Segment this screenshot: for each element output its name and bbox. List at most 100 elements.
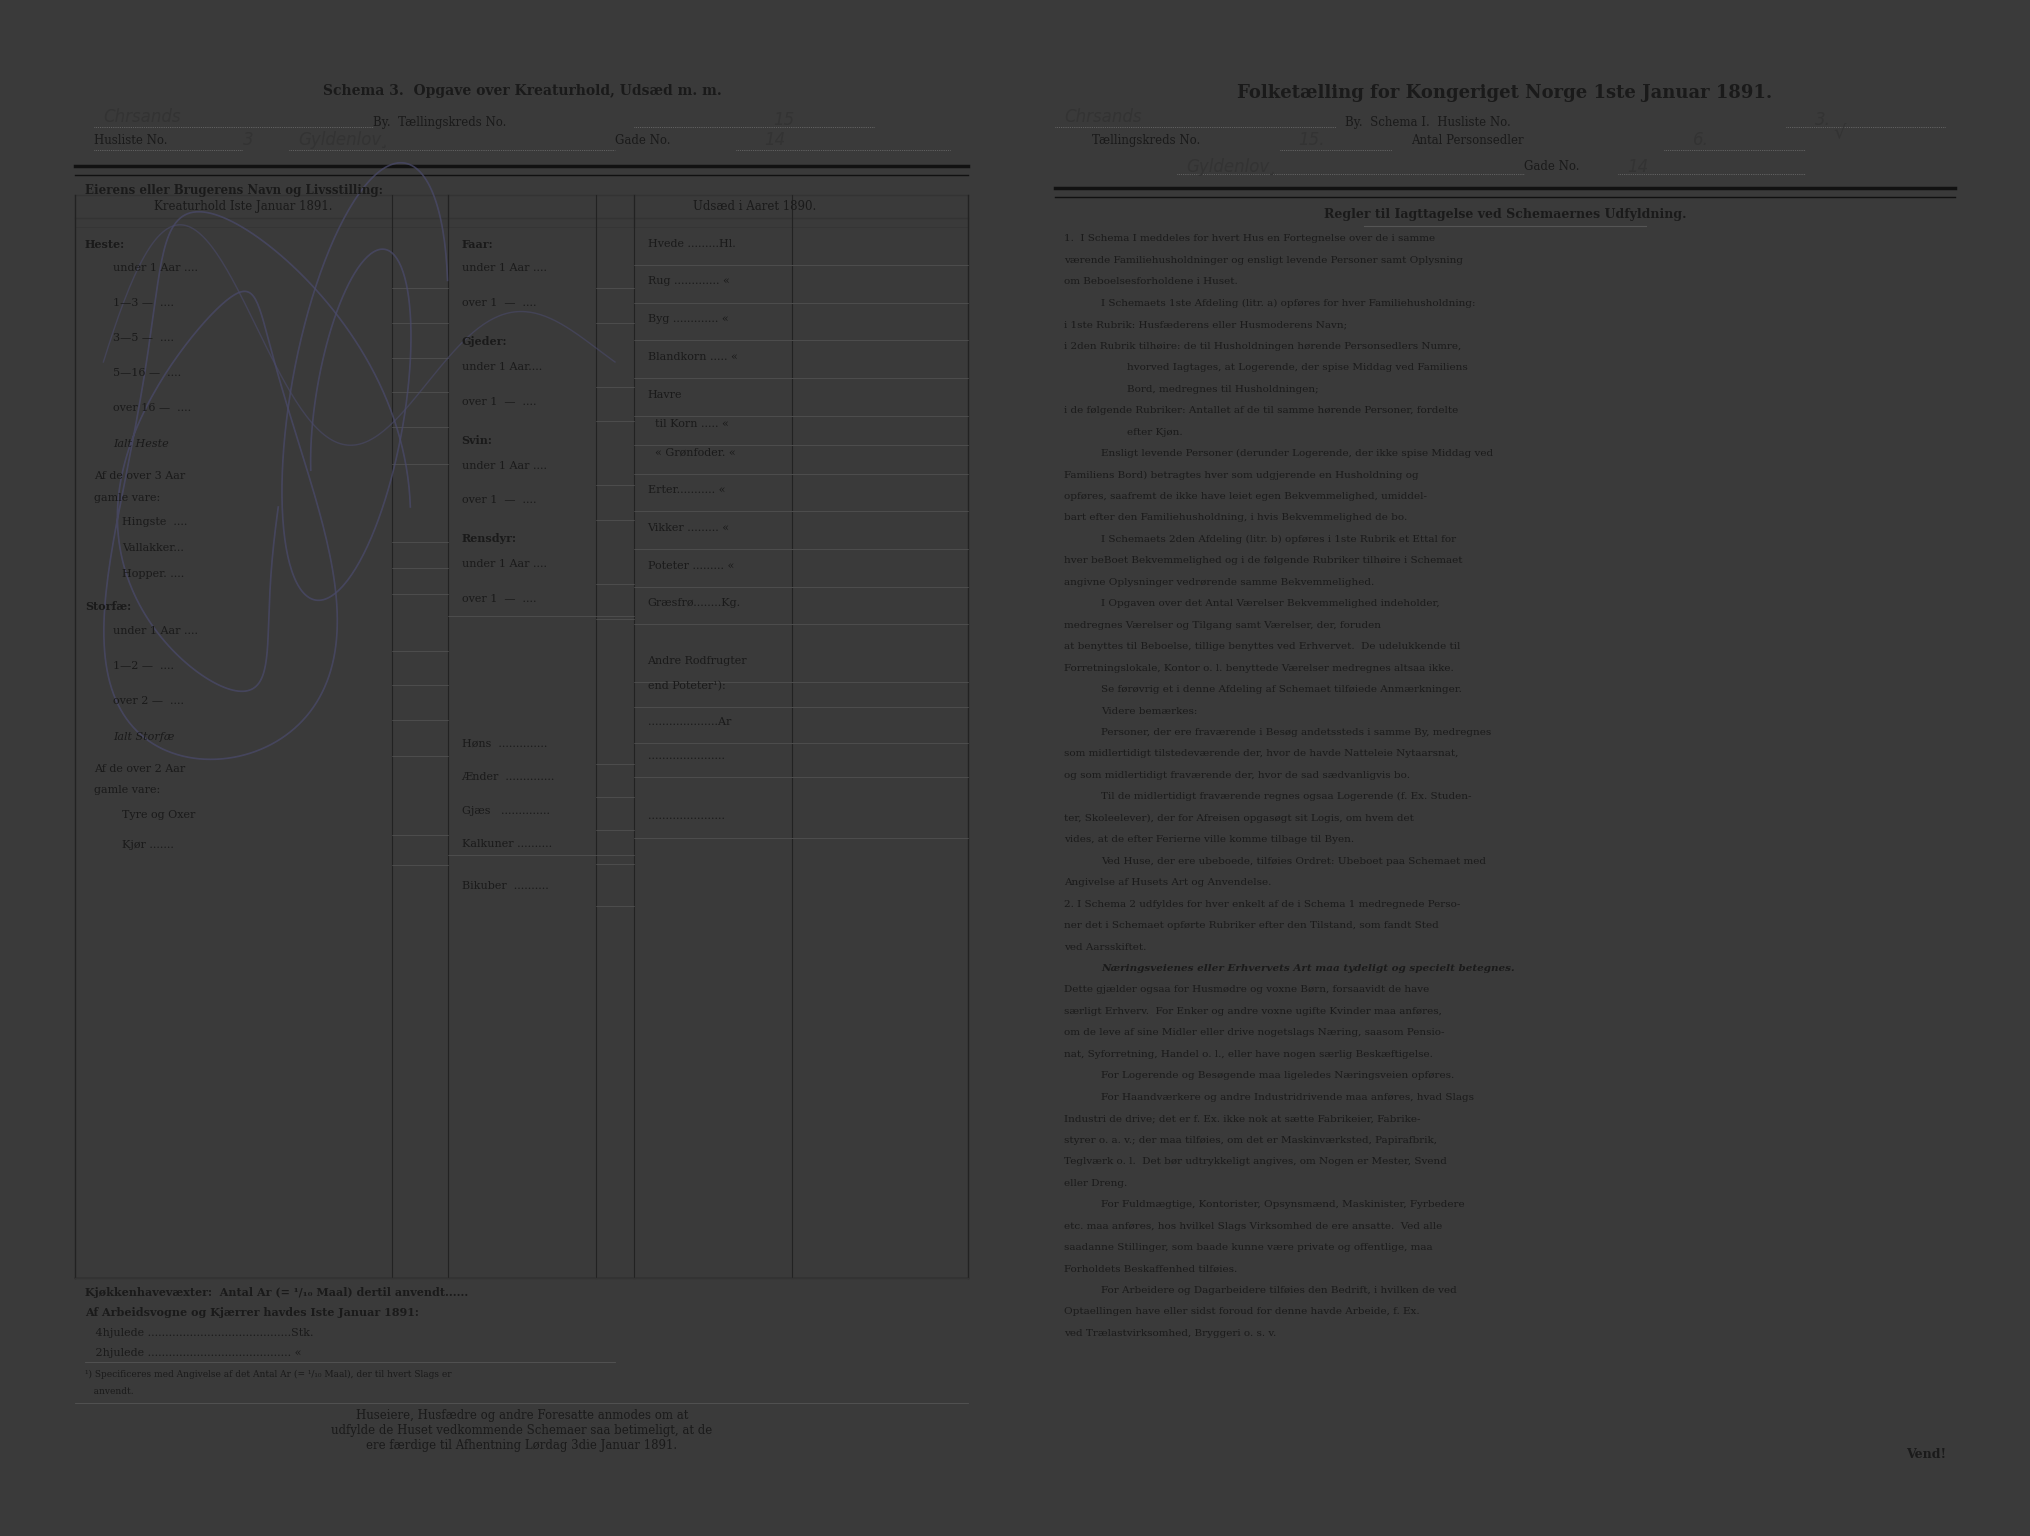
Text: ved Aarsskiftet.: ved Aarsskiftet. [1064, 943, 1145, 952]
Text: under 1 Aar ....: under 1 Aar .... [112, 625, 197, 636]
Text: Faar:: Faar: [461, 238, 493, 250]
Text: Heste:: Heste: [85, 238, 124, 250]
Text: ner det i Schemaet opførte Rubriker efter den Tilstand, som fandt Sted: ner det i Schemaet opførte Rubriker efte… [1064, 922, 1437, 931]
Text: Til de midlertidigt fraværende regnes ogsaa Logerende (f. Ex. Studen-: Til de midlertidigt fraværende regnes og… [1100, 793, 1472, 802]
Text: Forholdets Beskaffenhed tilføies.: Forholdets Beskaffenhed tilføies. [1064, 1264, 1236, 1273]
Text: at benyttes til Beboelse, tillige benyttes ved Erhvervet.  De udelukkende til: at benyttes til Beboelse, tillige benytt… [1064, 642, 1460, 651]
Text: Vend!: Vend! [1904, 1448, 1945, 1461]
Text: Huseiere, Husfædre og andre Foresatte anmodes om at
udfylde de Huset vedkommende: Huseiere, Husfædre og andre Foresatte an… [331, 1409, 713, 1452]
Text: Teglværk o. l.  Det bør udtrykkeligt angives, om Nogen er Mester, Svend: Teglværk o. l. Det bør udtrykkeligt angi… [1064, 1157, 1445, 1166]
Text: eller Dreng.: eller Dreng. [1064, 1178, 1127, 1187]
Text: ....................Ar: ....................Ar [648, 717, 731, 727]
Text: over 16 —  ....: over 16 — .... [112, 402, 191, 413]
Text: Angivelse af Husets Art og Anvendelse.: Angivelse af Husets Art og Anvendelse. [1064, 879, 1271, 888]
Text: Optaellingen have eller sidst foroud for denne havde Arbeide, f. Ex.: Optaellingen have eller sidst foroud for… [1064, 1307, 1419, 1316]
Text: 15.: 15. [1297, 132, 1324, 149]
Text: Storfæ:: Storfæ: [85, 601, 130, 613]
Text: Hvede .........Hl.: Hvede .........Hl. [648, 238, 735, 249]
Text: 2hjulede ......................................... «: 2hjulede ...............................… [85, 1349, 300, 1358]
Text: Vallakker...: Vallakker... [122, 544, 185, 553]
Text: Gyldenlov¸: Gyldenlov¸ [1186, 158, 1277, 175]
Text: Ensligt levende Personer (derunder Logerende, der ikke spise Middag ved: Ensligt levende Personer (derunder Loger… [1100, 449, 1492, 458]
Text: Næringsveienes eller Erhvervets Art maa tydeligt og specielt betegnes.: Næringsveienes eller Erhvervets Art maa … [1100, 965, 1514, 972]
Text: til Korn ..... «: til Korn ..... « [648, 418, 729, 429]
Text: 14: 14 [763, 132, 786, 149]
Text: ved Trælastvirksomhed, Bryggeri o. s. v.: ved Trælastvirksomhed, Bryggeri o. s. v. [1064, 1329, 1275, 1338]
Text: 1—3 —  ....: 1—3 — .... [112, 298, 175, 309]
Text: Antal Personsedler: Antal Personsedler [1411, 134, 1522, 147]
Text: Chrsands: Chrsands [104, 108, 181, 126]
Text: Ænder  ..............: Ænder .............. [461, 773, 554, 782]
Text: bart efter den Familiehusholdning, i hvis Bekvemmelighed de bo.: bart efter den Familiehusholdning, i hvi… [1064, 513, 1407, 522]
Text: over 1  —  ....: over 1 — .... [461, 496, 536, 505]
Text: « Grønfoder. «: « Grønfoder. « [648, 447, 735, 458]
Text: nat, Syforretning, Handel o. l., eller have nogen særlig Beskæftigelse.: nat, Syforretning, Handel o. l., eller h… [1064, 1051, 1431, 1058]
Text: Høns  ..............: Høns .............. [461, 739, 546, 750]
Text: ......................: ...................... [648, 811, 725, 822]
Text: ¹) Specificeres med Angivelse af det Antal Ar (= ¹/₁₀ Maal), der til hvert Slags: ¹) Specificeres med Angivelse af det Ant… [85, 1370, 451, 1379]
Text: særligt Erhverv.  For Enker og andre voxne ugifte Kvinder maa anføres,: særligt Erhverv. For Enker og andre voxn… [1064, 1008, 1441, 1015]
Text: Hingste  ....: Hingste .... [122, 518, 187, 527]
Text: vides, at de efter Ferierne ville komme tilbage til Byen.: vides, at de efter Ferierne ville komme … [1064, 836, 1354, 845]
Text: For Fuldmægtige, Kontorister, Opsynsmænd, Maskinister, Fyrbedere: For Fuldmægtige, Kontorister, Opsynsmænd… [1100, 1200, 1464, 1209]
Text: 3—5 —  ....: 3—5 — .... [112, 333, 175, 343]
Text: end Poteter¹):: end Poteter¹): [648, 680, 725, 691]
Text: I Opgaven over det Antal Værelser Bekvemmelighed indeholder,: I Opgaven over det Antal Værelser Bekvem… [1100, 599, 1439, 608]
Text: Forretningslokale, Kontor o. l. benyttede Værelser medregnes altsaa ikke.: Forretningslokale, Kontor o. l. benytted… [1064, 664, 1453, 673]
Text: Eierens eller Brugerens Navn og Livsstilling:: Eierens eller Brugerens Navn og Livsstil… [85, 184, 382, 197]
Text: Af de over 3 Aar: Af de over 3 Aar [93, 470, 185, 481]
Text: efter Kjøn.: efter Kjøn. [1127, 427, 1181, 436]
Text: i 2den Rubrik tilhøire: de til Husholdningen hørende Personsedlers Numre,: i 2den Rubrik tilhøire: de til Husholdni… [1064, 341, 1460, 350]
Text: etc. maa anføres, hos hvilkel Slags Virksomhed de ere ansatte.  Ved alle: etc. maa anføres, hos hvilkel Slags Virk… [1064, 1221, 1441, 1230]
Text: under 1 Aar....: under 1 Aar.... [461, 362, 542, 372]
Text: værende Familiehusholdninger og ensligt levende Personer samt Oplysning: værende Familiehusholdninger og ensligt … [1064, 257, 1462, 264]
Text: i 1ste Rubrik: Husfæderens eller Husmoderens Navn;: i 1ste Rubrik: Husfæderens eller Husmode… [1064, 319, 1346, 329]
Text: ter, Skoleelever), der for Afreisen opgasøgt sit Logis, om hvem det: ter, Skoleelever), der for Afreisen opga… [1064, 814, 1413, 823]
Text: Gjæs   ..............: Gjæs .............. [461, 806, 550, 816]
Text: Gade No.: Gade No. [1522, 160, 1579, 174]
Text: Ved Huse, der ere ubeboede, tilføies Ordret: Ubeboet paa Schemaet med: Ved Huse, der ere ubeboede, tilføies Ord… [1100, 857, 1486, 866]
Text: Industri de drive; det er f. Ex. ikke nok at sætte Fabrikeier, Fabrike-: Industri de drive; det er f. Ex. ikke no… [1064, 1114, 1419, 1123]
Text: Poteter ......... «: Poteter ......... « [648, 561, 733, 571]
Text: opføres, saafremt de ikke have leiet egen Bekvemmelighed, umiddel-: opføres, saafremt de ikke have leiet ege… [1064, 492, 1427, 501]
Text: styrer o. a. v.; der maa tilføies, om det er Maskinværksted, Papirafbrik,: styrer o. a. v.; der maa tilføies, om de… [1064, 1135, 1437, 1144]
Text: Regler til Iagttagelse ved Schemaernes Udfyldning.: Regler til Iagttagelse ved Schemaernes U… [1324, 209, 1685, 221]
Text: Personer, der ere fraværende i Besøg andetssteds i samme By, medregnes: Personer, der ere fraværende i Besøg and… [1100, 728, 1490, 737]
Text: Havre: Havre [648, 390, 682, 399]
Text: Rensdyr:: Rensdyr: [461, 533, 516, 544]
Text: Videre bemærkes:: Videre bemærkes: [1100, 707, 1198, 716]
Text: Ialt Heste: Ialt Heste [112, 439, 168, 449]
Text: Rug ............. «: Rug ............. « [648, 276, 729, 286]
Text: ......................: ...................... [648, 751, 725, 760]
Text: Kalkuner ..........: Kalkuner .......... [461, 839, 552, 849]
Text: hvorved Iagtages, at Logerende, der spise Middag ved Familiens: hvorved Iagtages, at Logerende, der spis… [1127, 362, 1466, 372]
Text: over 1  —  ....: over 1 — .... [461, 594, 536, 604]
Text: Gjeder:: Gjeder: [461, 336, 508, 347]
Text: under 1 Aar ....: under 1 Aar .... [112, 263, 197, 273]
Text: Husliste No.: Husliste No. [93, 134, 168, 147]
Text: Gyldenlov¸: Gyldenlov¸ [298, 132, 390, 149]
Text: 1.  I Schema I meddeles for hvert Hus en Fortegnelse over de i samme: 1. I Schema I meddeles for hvert Hus en … [1064, 235, 1435, 243]
Text: og som midlertidigt fraværende der, hvor de sad sædvanligvis bo.: og som midlertidigt fraværende der, hvor… [1064, 771, 1409, 780]
Text: 3.: 3. [1813, 111, 1829, 129]
Text: 3: 3 [244, 132, 254, 149]
Text: Vikker ......... «: Vikker ......... « [648, 522, 729, 533]
Text: over 2 —  ....: over 2 — .... [112, 696, 183, 705]
Text: 5—16 —  ....: 5—16 — .... [112, 367, 181, 378]
Text: 2. I Schema 2 udfyldes for hver enkelt af de i Schema 1 medregnede Perso-: 2. I Schema 2 udfyldes for hver enkelt a… [1064, 900, 1460, 909]
Text: Bord, medregnes til Husholdningen;: Bord, medregnes til Husholdningen; [1127, 384, 1317, 393]
Text: gamle vare:: gamle vare: [93, 785, 160, 796]
Text: Hopper. ....: Hopper. .... [122, 570, 185, 579]
Text: Af Arbeidsvogne og Kjærrer havdes Iste Januar 1891:: Af Arbeidsvogne og Kjærrer havdes Iste J… [85, 1307, 418, 1318]
Text: Kreaturhold Iste Januar 1891.: Kreaturhold Iste Januar 1891. [154, 200, 333, 212]
Text: Græsfrø........Kg.: Græsfrø........Kg. [648, 599, 741, 608]
Text: medregnes Værelser og Tilgang samt Værelser, der, foruden: medregnes Værelser og Tilgang samt Værel… [1064, 621, 1380, 630]
Text: under 1 Aar ....: under 1 Aar .... [461, 461, 546, 470]
Text: Ialt Storfæ: Ialt Storfæ [112, 731, 175, 742]
Text: For Arbeidere og Dagarbeidere tilføies den Bedrift, i hvilken de ved: For Arbeidere og Dagarbeidere tilføies d… [1100, 1286, 1458, 1295]
Text: Se førøvrig et i denne Afdeling af Schemaet tilføiede Anmærkninger.: Se førøvrig et i denne Afdeling af Schem… [1100, 685, 1462, 694]
Text: By.  Schema I.  Husliste No.: By. Schema I. Husliste No. [1344, 115, 1510, 129]
Text: Byg ............. «: Byg ............. « [648, 315, 729, 324]
Text: Udsæd i Aaret 1890.: Udsæd i Aaret 1890. [692, 200, 816, 212]
Text: over 1  —  ....: over 1 — .... [461, 396, 536, 407]
